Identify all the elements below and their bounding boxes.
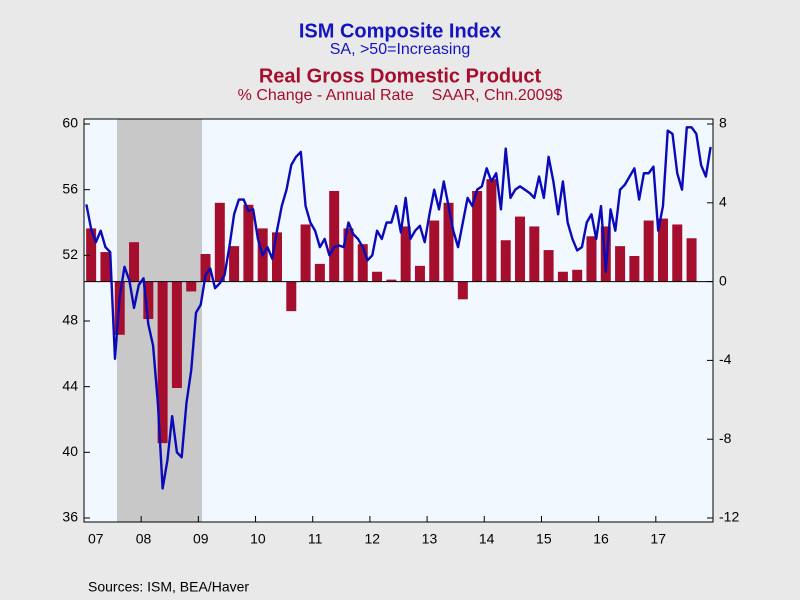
bar	[443, 202, 454, 282]
y-tick-label: 40	[62, 443, 78, 459]
bar	[171, 281, 182, 388]
chart-title: ISM Composite Index	[299, 20, 501, 42]
y2-tick-label: 8	[719, 115, 727, 131]
bar	[343, 228, 354, 282]
y-tick-label: 60	[62, 115, 78, 131]
bar	[386, 279, 397, 282]
bar	[515, 216, 526, 282]
ism-line	[85, 126, 712, 490]
y2-tick-label: -4	[719, 351, 732, 367]
bar	[486, 179, 497, 282]
bar	[414, 265, 425, 282]
bar	[100, 252, 111, 282]
bar	[615, 246, 626, 282]
bar	[672, 224, 683, 282]
bar	[657, 218, 668, 282]
x-tick-label: 12	[365, 531, 381, 547]
bar	[372, 271, 383, 282]
y2-tick-label: -12	[719, 509, 739, 525]
bar	[314, 263, 325, 282]
bar	[600, 226, 611, 282]
bar	[429, 220, 440, 282]
bar	[686, 238, 697, 282]
bar	[529, 226, 540, 282]
x-tick-label: 14	[479, 531, 495, 547]
bar	[329, 190, 340, 282]
bar	[572, 269, 583, 282]
bar	[357, 244, 368, 282]
x-tick-label: 13	[422, 531, 438, 547]
bar	[200, 254, 211, 282]
bar	[500, 240, 511, 282]
bar	[400, 226, 411, 282]
bar	[543, 250, 554, 282]
bar	[186, 281, 197, 292]
y-tick-label: 44	[62, 377, 78, 393]
bar	[271, 232, 282, 282]
y-tick-label: 52	[62, 246, 78, 262]
bar	[300, 224, 311, 282]
chart-subtitle: SA, >50=Increasing	[330, 41, 471, 58]
bar	[472, 190, 483, 282]
plot-layer	[84, 126, 713, 490]
bar	[243, 204, 254, 282]
y2-tick-label: 0	[719, 272, 727, 288]
bar	[157, 281, 168, 444]
bar	[457, 281, 468, 300]
y-tick-label: 48	[62, 312, 78, 328]
bar	[629, 255, 640, 282]
y-tick-label: 56	[62, 180, 78, 196]
bar	[229, 246, 240, 282]
y2-tick-label: -8	[719, 430, 732, 446]
x-tick-label: 07	[88, 531, 104, 547]
x-tick-label: 17	[650, 531, 666, 547]
y-tick-label: 36	[62, 509, 78, 525]
bar	[86, 228, 97, 282]
bar	[557, 271, 568, 282]
bar	[643, 220, 654, 282]
x-tick-label: 11	[308, 531, 323, 547]
bar	[143, 281, 154, 320]
bar	[214, 202, 225, 282]
x-tick-label: 15	[536, 531, 552, 547]
bar	[586, 236, 597, 282]
y2-tick-label: 4	[719, 194, 727, 210]
bar	[129, 242, 140, 282]
chart-subtitle-2: % Change - Annual Rate SAAR, Chn.2009$	[238, 87, 563, 104]
source-note: Sources: ISM, BEA/Haver	[88, 579, 249, 595]
bar	[286, 281, 297, 312]
x-tick-label: 16	[593, 531, 609, 547]
chart-title-2: Real Gross Domestic Product	[259, 65, 542, 87]
x-tick-label: 10	[250, 531, 266, 547]
x-tick-label: 09	[193, 531, 209, 547]
x-tick-label: 08	[136, 531, 152, 547]
